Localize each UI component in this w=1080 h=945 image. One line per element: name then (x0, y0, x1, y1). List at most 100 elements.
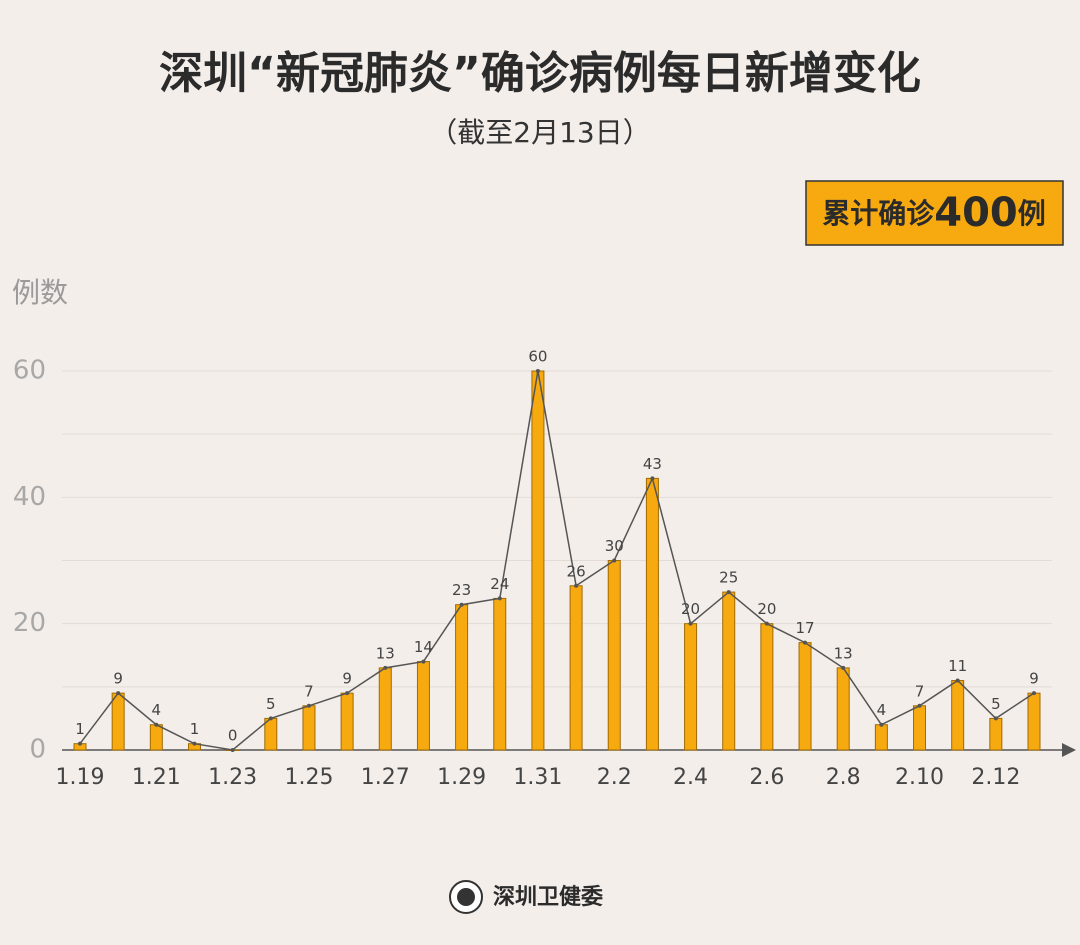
line-point (650, 476, 655, 481)
bar (455, 604, 469, 751)
bar (378, 667, 392, 751)
line-point (459, 602, 464, 607)
bar (798, 642, 812, 751)
bar (302, 705, 316, 751)
bar (340, 692, 354, 751)
line-point (383, 665, 388, 670)
value-label: 30 (605, 537, 624, 555)
y-tick-label: 40 (13, 482, 46, 512)
bar (874, 724, 888, 751)
value-label: 1 (190, 720, 200, 738)
value-label: 0 (228, 727, 238, 745)
bar (951, 680, 965, 751)
y-tick-label: 60 (13, 356, 46, 386)
x-tick-label: 1.19 (56, 765, 105, 790)
line-point (230, 748, 235, 752)
value-label: 9 (1029, 670, 1039, 688)
value-label: 11 (948, 657, 967, 675)
trend-line (79, 370, 1035, 751)
line-point (497, 596, 502, 601)
value-label: 20 (757, 600, 776, 618)
value-label: 26 (567, 562, 586, 580)
bar (607, 560, 621, 751)
total-text: 累计确诊400例 (822, 190, 1046, 236)
value-label: 23 (452, 581, 471, 599)
line-point (421, 659, 426, 664)
value-label: 9 (113, 670, 123, 688)
line-point (955, 678, 960, 683)
line-point (764, 621, 769, 626)
bar (531, 370, 545, 751)
bar (1027, 692, 1041, 751)
x-tick-label: 2.12 (971, 765, 1020, 790)
value-label: 60 (528, 348, 547, 366)
value-label: 1 (75, 720, 85, 738)
footer-logo (449, 880, 483, 914)
line-point (268, 716, 273, 721)
value-label: 7 (915, 682, 925, 700)
y-tick-label: 20 (13, 608, 46, 638)
total-prefix: 累计确诊 (822, 197, 935, 230)
x-tick-label: 2.2 (597, 765, 632, 790)
x-tick-label: 1.27 (361, 765, 410, 790)
x-tick-label: 1.23 (208, 765, 257, 790)
bar (111, 692, 125, 751)
value-label: 4 (877, 701, 887, 719)
y-tick-label: 0 (29, 735, 46, 765)
value-label: 20 (681, 600, 700, 618)
y-axis-label: 例数 (12, 276, 68, 309)
bar (149, 724, 163, 751)
line-point (612, 558, 617, 563)
line-point (78, 741, 82, 746)
bar (645, 477, 659, 751)
bar (722, 591, 736, 751)
footer: 深圳卫健委 (493, 884, 603, 910)
value-label: 17 (795, 619, 814, 637)
line-point (574, 583, 579, 588)
value-label: 9 (342, 670, 352, 688)
line-point (841, 665, 846, 670)
value-label: 5 (991, 695, 1001, 713)
x-tick-label: 1.29 (437, 765, 486, 790)
value-label: 7 (304, 682, 314, 700)
bar (760, 623, 774, 751)
line-point (345, 691, 350, 696)
line-point (993, 716, 998, 721)
x-axis-arrow (1062, 743, 1076, 757)
x-tick-label: 1.31 (513, 765, 562, 790)
bar (264, 717, 278, 751)
line-point (803, 640, 808, 645)
value-label: 5 (266, 695, 276, 713)
total-value: 400 (934, 190, 1018, 236)
value-label: 43 (643, 455, 662, 473)
value-label: 25 (719, 569, 738, 587)
line-point (726, 590, 731, 595)
x-tick-label: 1.21 (132, 765, 181, 790)
line-point (535, 369, 540, 373)
line-point (116, 691, 121, 696)
line-point (154, 722, 159, 727)
value-label: 14 (414, 638, 433, 656)
x-tick-label: 2.4 (673, 765, 708, 790)
bar (989, 717, 1003, 751)
line-point (192, 741, 197, 746)
total-suffix: 例 (1018, 197, 1046, 230)
value-label: 24 (490, 575, 509, 593)
line-point (306, 703, 311, 708)
total-box (805, 180, 1064, 246)
bar (416, 661, 430, 751)
bar (493, 597, 507, 751)
value-label: 13 (376, 644, 395, 662)
chart-subtitle: （截至2月13日） (429, 116, 650, 149)
bar (569, 585, 583, 751)
bar (836, 667, 850, 751)
line-point (917, 703, 922, 708)
x-tick-label: 2.8 (826, 765, 861, 790)
x-tick-label: 2.6 (749, 765, 784, 790)
value-label: 4 (152, 701, 162, 719)
bar (913, 705, 927, 751)
chart-title: 深圳“新冠肺炎”确诊病例每日新增变化 (159, 48, 921, 99)
x-tick-label: 2.10 (895, 765, 944, 790)
